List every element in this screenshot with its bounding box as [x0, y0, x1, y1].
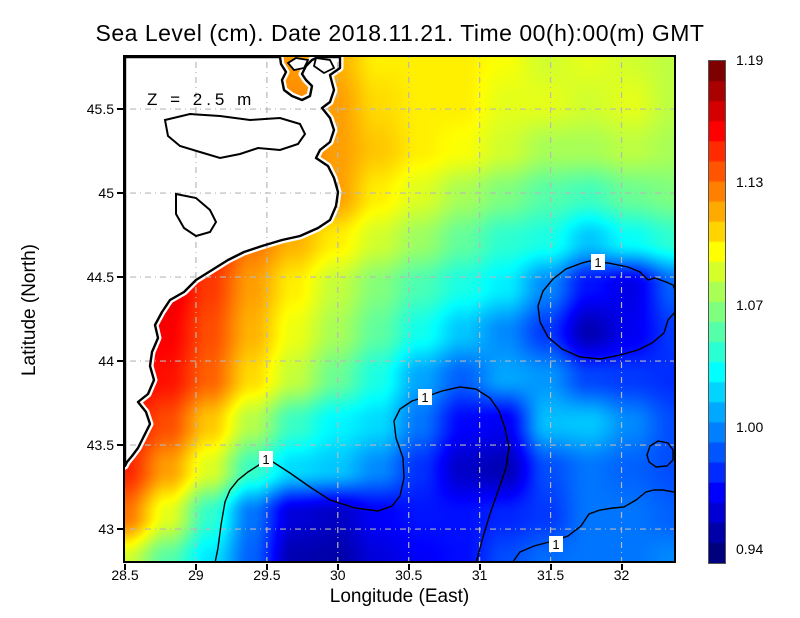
colorbar: [708, 60, 726, 564]
x-tick-label: 30.5: [395, 567, 423, 583]
x-tick-label: 29: [188, 567, 204, 583]
y-tick-mark: [117, 192, 123, 195]
contour-line: [214, 386, 510, 561]
contour-label-box: [591, 254, 605, 270]
colorbar-tick-label: 1.13: [736, 174, 764, 191]
y-tick-mark: [117, 528, 123, 531]
colorbar-tick-label: 1.19: [736, 52, 764, 68]
x-axis-title: Longitude (East): [329, 586, 470, 607]
y-tick-mark: [117, 444, 123, 447]
map-overlay: 1 1 1 1: [125, 57, 674, 561]
x-tick-label: 31: [471, 567, 488, 583]
x-tick-label: 32: [613, 567, 630, 583]
contour-label-box: [549, 536, 563, 552]
x-tick-mark: [336, 564, 339, 570]
contour-label-box: [418, 389, 432, 405]
y-tick-label: 45: [98, 185, 114, 202]
colorbar-tick-label: 1.00: [736, 419, 764, 436]
x-tick-label: 31.5: [536, 567, 565, 583]
coastline: [125, 57, 342, 468]
colorbar-tick-label: 1.07: [736, 296, 764, 313]
contour-line: [646, 440, 674, 468]
x-tick-mark: [124, 564, 126, 570]
x-tick-label: 28.5: [111, 567, 139, 583]
x-tick-label: 30: [329, 567, 346, 583]
delta-island: [286, 57, 310, 71]
contour-label-box: [259, 451, 273, 467]
x-tick-mark: [549, 564, 552, 570]
contour-line: [512, 489, 674, 561]
colorbar-tick-label: 0.94: [736, 541, 764, 558]
x-tick-mark: [194, 564, 197, 570]
y-tick-label: 44: [98, 353, 114, 370]
y-tick-label: 43: [98, 521, 114, 538]
x-tick-label: 29.5: [253, 567, 281, 583]
y-axis-title: Latitude (North): [19, 243, 40, 377]
contour-label: 1: [262, 452, 269, 467]
x-tick-mark: [407, 564, 410, 570]
lagoon-outline: [175, 192, 218, 238]
x-tick-mark: [620, 564, 623, 570]
colorbar-gradient: [709, 61, 725, 563]
depth-annotation: Z = 2.5 m: [147, 90, 256, 109]
y-tick-label: 45.5: [86, 101, 114, 118]
y-tick-label: 44.5: [86, 269, 114, 286]
map-plot-area: 1 1 1 1 Z = 2.5 m: [123, 55, 676, 563]
x-tick-mark: [265, 564, 268, 570]
y-tick-mark: [117, 360, 123, 363]
y-tick-mark: [117, 108, 123, 111]
contour-label: 1: [594, 255, 601, 270]
contour-label: 1: [421, 390, 428, 405]
contour-line: [537, 260, 674, 360]
y-tick-mark: [117, 276, 123, 279]
chart-title: Sea Level (cm). Date 2018.11.21. Time 00…: [95, 20, 705, 46]
y-tick-label: 43.5: [86, 437, 114, 454]
lagoon-outline: [163, 112, 307, 160]
contour-label: 1: [552, 537, 559, 552]
x-tick-mark: [478, 564, 481, 570]
delta-island: [312, 57, 336, 75]
